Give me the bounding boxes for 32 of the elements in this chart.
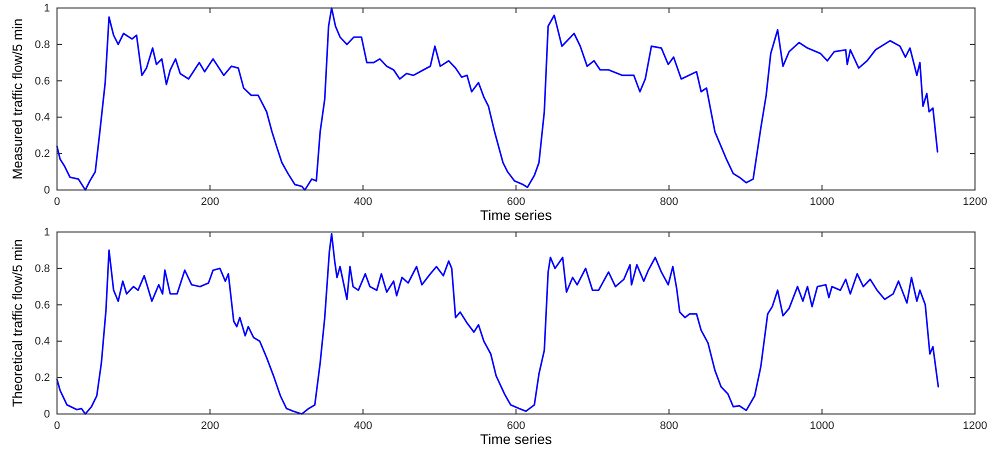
y-tick-label: 0.2 — [34, 372, 50, 384]
x-tick-label: 600 — [506, 196, 526, 208]
x-axis-title: Time series — [480, 431, 552, 447]
x-tick-label: 600 — [506, 420, 526, 432]
y-tick-label: 0.2 — [34, 148, 50, 160]
y-tick-label: 1 — [44, 2, 50, 15]
x-tick-label: 1200 — [962, 196, 988, 208]
line-series — [56, 233, 940, 415]
x-tick-label: 800 — [660, 196, 678, 208]
x-tick-label: 800 — [660, 420, 678, 432]
y-tick-label: 0.6 — [34, 75, 50, 88]
x-tick-label: 400 — [354, 196, 372, 208]
y-tick-label: 0.6 — [34, 299, 50, 312]
x-tick-label: 200 — [200, 420, 220, 432]
x-axis-title: Time series — [480, 207, 552, 223]
y-axis-title: Theoretical traffic flow/5 min — [10, 239, 25, 407]
x-tick-label: 400 — [354, 420, 372, 432]
y-axis-title: Measured traffic flow/5 min — [10, 18, 25, 180]
x-tick-label: 0 — [54, 196, 60, 208]
y-tick-label: 0.8 — [34, 262, 50, 275]
x-tick-label: 200 — [200, 196, 220, 208]
x-tick-label: 1000 — [810, 196, 834, 208]
x-tick-label: 1200 — [962, 420, 988, 432]
y-tick-label: 0.4 — [34, 336, 50, 348]
line-series — [56, 7, 938, 191]
x-tick-label: 0 — [54, 420, 60, 432]
y-tick-label: 1 — [44, 226, 50, 239]
y-tick-label: 0 — [44, 408, 50, 421]
y-tick-label: 0.8 — [34, 38, 50, 51]
x-tick-label: 1000 — [810, 420, 834, 432]
y-tick-label: 0 — [44, 184, 50, 197]
y-tick-label: 0.4 — [34, 112, 50, 124]
